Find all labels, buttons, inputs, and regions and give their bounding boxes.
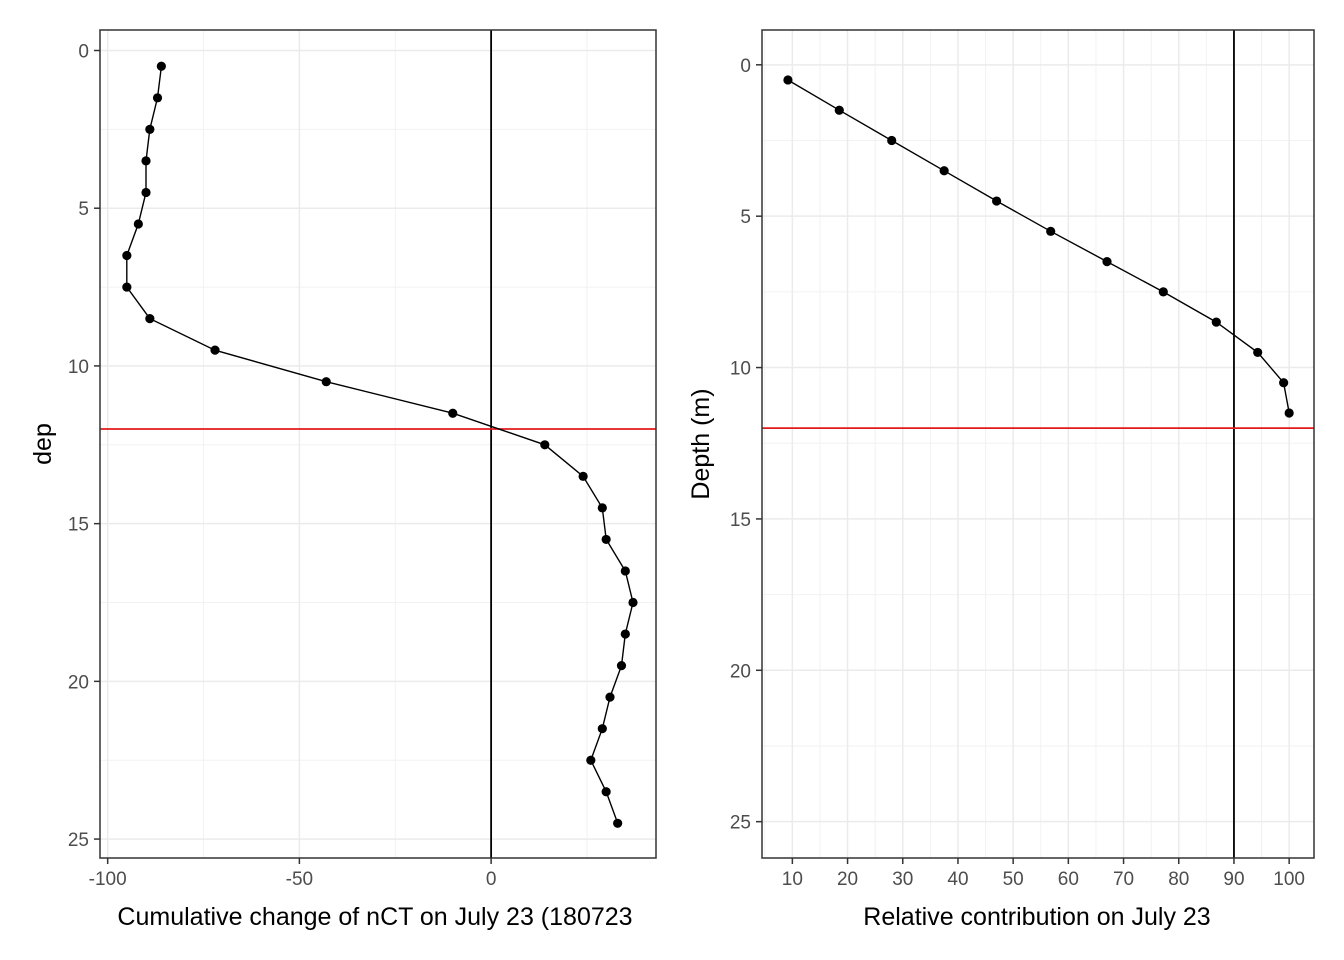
left-y-tick-label: 5 [78, 199, 89, 220]
left-data-point [628, 597, 638, 608]
left-y-tick-label: 10 [68, 357, 89, 378]
right-data-point [783, 75, 793, 85]
right-x-tick-label: 10 [782, 869, 803, 890]
right-data-point [1211, 317, 1221, 327]
left-data-point [616, 660, 627, 671]
left-panel-border [99, 29, 657, 859]
right-panel-border [761, 29, 1315, 859]
right-data-point [992, 196, 1002, 206]
left-data-point [141, 156, 151, 166]
right-panel-x-axis-title: Relative contribution on July 23 [863, 903, 1210, 931]
left-data-point [620, 566, 630, 576]
right-data-point [1102, 256, 1112, 267]
right-data-point [834, 105, 844, 115]
left-data-point [586, 755, 596, 765]
right-data-point [1158, 287, 1168, 297]
right-x-tick-label: 90 [1223, 869, 1244, 890]
left-data-point [578, 471, 588, 481]
right-x-tick-label: 70 [1113, 869, 1134, 890]
left-data-point [620, 629, 630, 639]
right-x-tick-label: 40 [947, 869, 968, 890]
left-data-point [597, 724, 607, 734]
left-panel-x-axis-title: Cumulative change of nCT on July 23 (180… [117, 903, 632, 931]
right-y-tick-label: 0 [740, 56, 751, 77]
left-data-point [601, 787, 611, 797]
left-data-point [601, 534, 611, 545]
left-panel-ticks: -100 -50 0 0 5 10 15 20 25 [68, 42, 497, 890]
right-y-tick-label: 25 [730, 813, 751, 834]
left-data-point [122, 282, 132, 292]
left-data-point [210, 345, 220, 355]
left-data-point [448, 408, 458, 418]
right-x-tick-label: 30 [892, 869, 913, 890]
left-panel-series [122, 61, 638, 828]
left-y-tick-label: 20 [68, 672, 89, 693]
right-panel-ticks: 10 20 30 40 50 60 70 80 90 100 0 5 10 15 20 25 [730, 56, 1305, 890]
right-data-point [1279, 378, 1289, 388]
left-data-point [321, 377, 331, 387]
left-x-tick-label: -50 [286, 869, 313, 890]
left-y-tick-label: 0 [78, 42, 89, 63]
right-y-tick-label: 10 [730, 359, 751, 380]
left-y-tick-label: 15 [68, 515, 89, 536]
right-x-tick-label: 50 [1003, 869, 1024, 890]
left-data-point [133, 219, 143, 229]
left-panel-y-axis-title: dep [29, 423, 57, 465]
right-panel-y-axis-title: Depth (m) [687, 388, 715, 499]
right-panel-series [783, 75, 1294, 418]
left-data-point [540, 440, 550, 450]
right-series-line [787, 79, 1290, 414]
right-data-point [1046, 226, 1056, 236]
right-x-tick-label: 80 [1168, 869, 1189, 890]
left-x-tick-label: -100 [89, 869, 127, 890]
right-data-point [1284, 408, 1294, 418]
left-data-point [145, 124, 155, 134]
left-panel: -100 -50 0 0 5 10 15 20 25 Cumulative change of … [29, 29, 657, 931]
right-y-tick-label: 20 [730, 661, 751, 682]
left-panel-reference-lines [100, 30, 656, 858]
right-data-point [1253, 347, 1263, 358]
left-data-point [152, 93, 163, 103]
left-data-point [122, 250, 132, 261]
right-x-tick-label: 100 [1273, 869, 1305, 890]
left-y-tick-label: 25 [68, 830, 89, 851]
left-x-tick-label: 0 [486, 869, 497, 890]
right-x-tick-label: 20 [837, 869, 858, 890]
left-data-point [141, 187, 151, 198]
left-data-point [597, 503, 607, 513]
left-data-point [605, 692, 615, 702]
right-y-tick-label: 15 [730, 510, 751, 531]
right-y-tick-label: 5 [740, 207, 751, 228]
right-x-tick-label: 60 [1058, 869, 1079, 890]
right-panel-grid [762, 30, 1314, 858]
left-data-point [613, 818, 623, 828]
right-data-point [887, 135, 897, 146]
right-panel: 10 20 30 40 50 60 70 80 90 100 0 5 10 15 20 25 Relative… [687, 29, 1315, 931]
left-data-point [156, 61, 166, 71]
right-data-point [939, 166, 949, 176]
right-panel-reference-lines [762, 30, 1314, 858]
left-data-point [145, 314, 155, 324]
